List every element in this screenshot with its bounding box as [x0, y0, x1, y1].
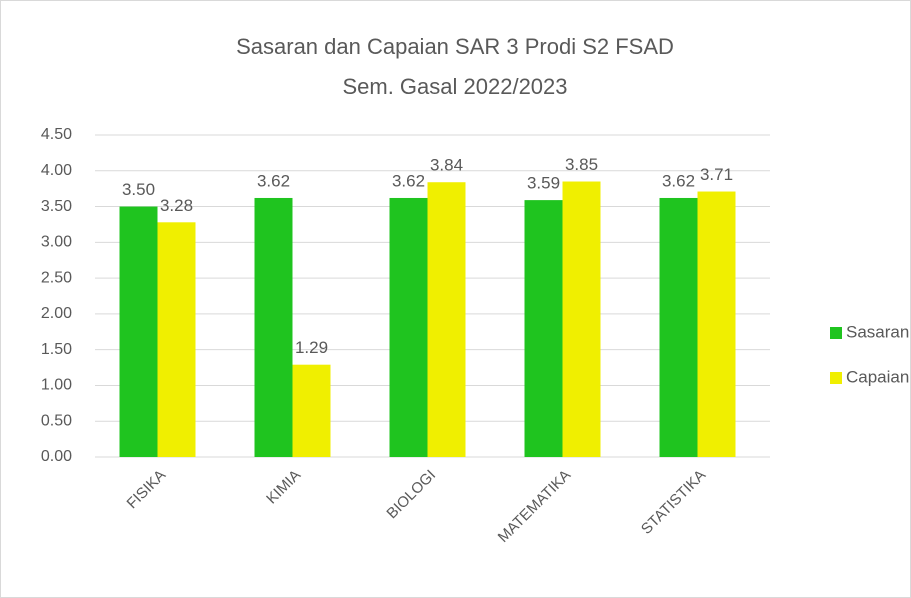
- y-tick-label: 1.00: [41, 377, 72, 394]
- y-tick-label: 1.50: [41, 341, 72, 358]
- y-tick-label: 4.50: [41, 126, 72, 143]
- bar: [427, 182, 466, 457]
- y-tick-label: 0.00: [41, 448, 72, 465]
- legend-label: Sasaran: [846, 322, 909, 341]
- data-label: 3.71: [700, 165, 733, 184]
- data-label: 1.29: [295, 338, 328, 357]
- chart-subtitle: Sem. Gasal 2022/2023: [342, 74, 567, 99]
- legend-swatch: [830, 372, 842, 384]
- y-tick-label: 3.50: [41, 198, 72, 215]
- data-label: 3.62: [257, 171, 290, 190]
- bar: [119, 206, 158, 457]
- y-tick-label: 4.00: [41, 162, 72, 179]
- y-tick-label: 3.00: [41, 234, 72, 251]
- y-tick-label: 2.50: [41, 269, 72, 286]
- bar: [157, 222, 196, 457]
- bar: [697, 191, 736, 458]
- legend-swatch: [830, 327, 842, 339]
- bar: [524, 200, 563, 458]
- bar: [292, 364, 331, 457]
- data-label: 3.28: [160, 196, 193, 215]
- chart-title: Sasaran dan Capaian SAR 3 Prodi S2 FSAD: [236, 34, 674, 59]
- bar: [254, 197, 293, 458]
- y-tick-label: 2.00: [41, 305, 72, 322]
- data-label: 3.84: [430, 156, 463, 175]
- bar: [389, 197, 428, 458]
- data-label: 3.59: [527, 174, 560, 193]
- data-label: 3.50: [122, 180, 155, 199]
- data-label: 3.85: [565, 155, 598, 174]
- legend-label: Capaian: [846, 367, 909, 386]
- data-label: 3.62: [662, 171, 695, 190]
- bar: [562, 181, 601, 457]
- y-tick-label: 0.50: [41, 412, 72, 429]
- data-label: 3.62: [392, 171, 425, 190]
- bar: [659, 197, 698, 458]
